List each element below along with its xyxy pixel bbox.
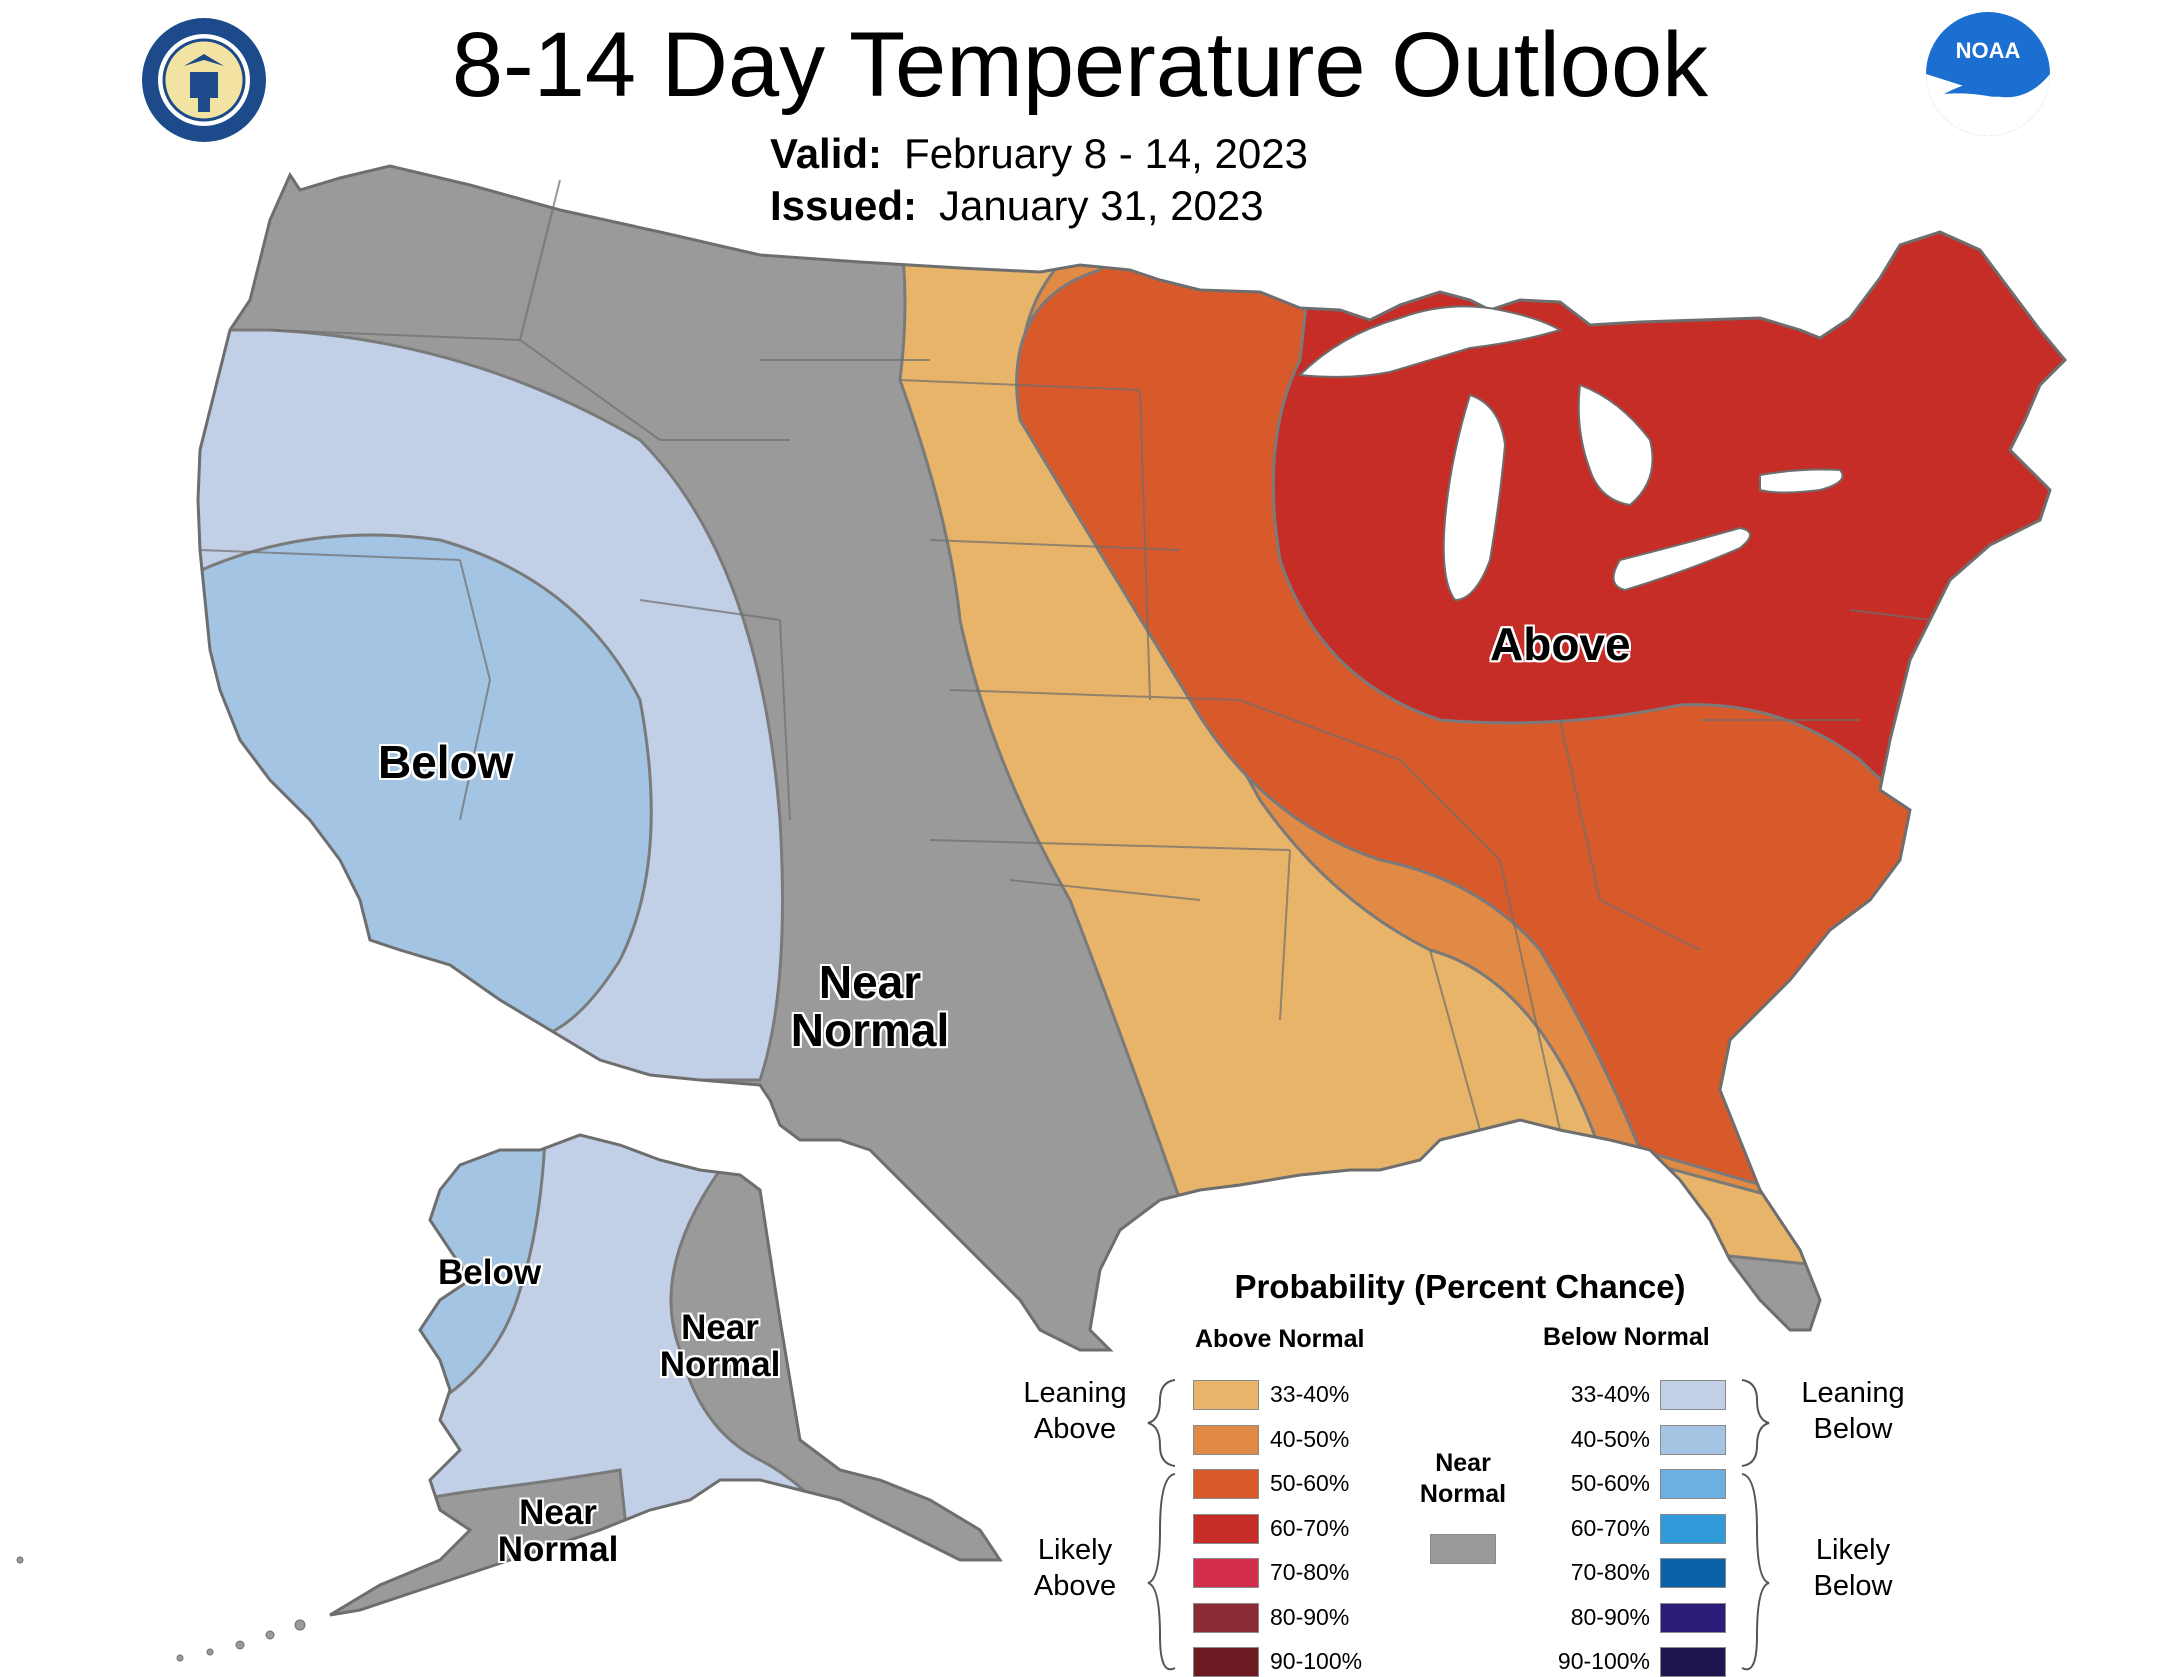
legend-likely-below-label: Likely Below [1778,1532,1928,1605]
alaska-near-east-line-2: Normal [659,1344,781,1384]
alaska-near-south-line-2: Normal [497,1529,619,1569]
lake-erie [1612,526,1751,592]
legend-above-label-4: 60-70% [1270,1514,1350,1541]
legend-near-normal-label: Near Normal [1398,1448,1528,1511]
likely-above-line-1: Likely [1037,1534,1113,1566]
legend-below-header: Below Normal [1543,1323,1710,1351]
legend-above-swatch-2 [1193,1424,1259,1455]
issued-value: January 31, 2023 [939,182,1264,229]
valid-dates: Valid: February 8 - 14, 2023 [770,130,1308,178]
lake-huron [1577,383,1654,507]
legend-below-swatch-1 [1660,1380,1726,1410]
legend-below-label-1: 33-40% [1570,1381,1650,1407]
legend-above-label-2: 40-50% [1270,1425,1350,1452]
lake-superior [1297,305,1563,378]
great-lakes [1297,305,1844,602]
leaning-below-line-2: Below [1813,1413,1893,1446]
legend-above-label-1: 33-40% [1270,1381,1350,1407]
lake-ontario [1759,468,1844,494]
legend-below-swatch-4 [1660,1513,1726,1544]
legend-below-swatch-6 [1660,1602,1726,1633]
likely-below-line-1: Likely [1815,1534,1891,1566]
conus-near-normal-label: Near Normal [780,958,960,1055]
legend-near-normal-swatch [1430,1534,1496,1564]
department-of-commerce-seal-icon [142,18,266,142]
alaska-near-normal-east-label: Near Normal [650,1308,790,1384]
legend-below-label-7: 90-100% [1557,1648,1650,1674]
leaning-below-line-1: Leaning [1801,1377,1905,1409]
conus-above-label: Above [1490,618,1631,670]
conus-below-label: Below [378,736,514,788]
noaa-logo-icon: NOAA [1926,12,2050,136]
conus-near-line-2: Normal [790,1004,950,1057]
legend-below-swatch-2 [1660,1424,1726,1455]
legend-below-label-6: 80-90% [1570,1603,1650,1630]
legend-above-label-7: 90-100% [1270,1648,1363,1674]
legend-above-label-5: 70-80% [1270,1559,1350,1585]
likely-below-line-2: Below [1813,1570,1893,1603]
legend-above-swatch-6 [1193,1602,1259,1633]
issued-label: Issued: [770,182,918,229]
alaska-near-normal-south-label: Near Normal [488,1493,628,1569]
legend-above-swatch-1 [1193,1380,1259,1410]
leaning-above-line-1: Leaning [1023,1377,1127,1409]
alaska-near-east-line-1: Near [681,1308,759,1347]
legend-above-label-3: 50-60% [1270,1470,1350,1496]
legend-likely-above-label: Likely Above [1000,1532,1150,1605]
leaning-above-line-2: Above [1033,1413,1117,1446]
legend-title: Probability (Percent Chance) [1234,1268,1686,1305]
legend-below-swatch-5 [1660,1558,1726,1588]
legend-below-label-4: 60-70% [1570,1514,1650,1541]
likely-above-line-2: Above [1033,1570,1117,1603]
legend-below-swatch-3 [1660,1469,1726,1499]
lake-michigan [1442,393,1507,602]
legend-above-header: Above Normal [1195,1325,1365,1353]
map-title: 8-14 Day Temperature Outlook [451,14,1709,116]
legend-leaning-above-label: Leaning Above [1000,1375,1150,1448]
issued-date: Issued: January 31, 2023 [770,182,1264,230]
legend-below-label-2: 40-50% [1570,1425,1650,1452]
noaa-logo-text: NOAA [1956,38,2021,63]
alaska-near-south-line-1: Near [519,1493,597,1532]
valid-value: February 8 - 14, 2023 [904,130,1308,177]
legend-above-swatch-3 [1193,1469,1259,1499]
near-normal-line-1: Near [1435,1449,1491,1477]
legend-below-label-3: 50-60% [1570,1470,1650,1496]
valid-label: Valid: [770,130,883,177]
legend-above-swatch-5 [1193,1558,1259,1588]
legend-leaning-below-label: Leaning Below [1778,1375,1928,1448]
state-lines [199,179,1931,1131]
conus-outline [196,164,2068,1352]
legend-below-label-5: 70-80% [1570,1559,1650,1585]
alaska-outline [329,1133,1003,1617]
near-normal-line-2: Normal [1419,1480,1507,1509]
alaska-below-label: Below [438,1253,542,1292]
aleutian-islands [16,1556,306,1662]
legend-above-swatch-4 [1193,1513,1259,1544]
legend-above-label-6: 80-90% [1270,1603,1350,1630]
conus-near-line-1: Near [818,956,922,1008]
